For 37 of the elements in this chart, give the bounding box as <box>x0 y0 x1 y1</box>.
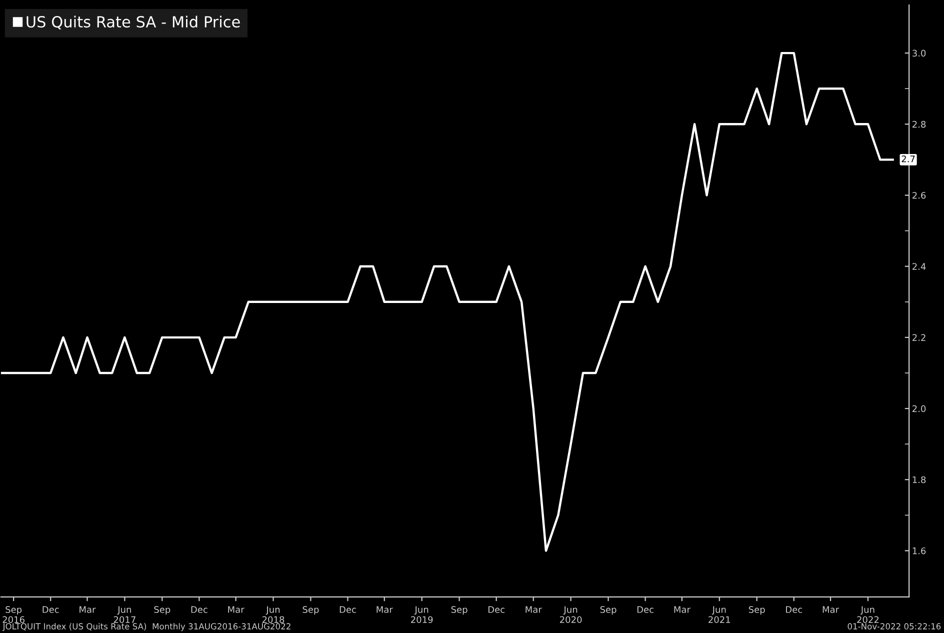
x-tick-label: Sep <box>600 606 616 615</box>
x-tick-label: Mar <box>822 606 840 613</box>
x-tick-label: Jun 2020 <box>560 606 582 624</box>
y-tick-label: 2.2 <box>912 334 926 341</box>
x-tick-label: Mar <box>376 606 393 613</box>
x-tick-label: Sep 2016 <box>2 606 24 624</box>
y-tick-label: 1.8 <box>912 476 926 484</box>
x-tick-label: Sep <box>748 606 765 615</box>
x-tick-label: Jun 2018 <box>262 606 284 624</box>
y-tick-label: 3.0 <box>912 50 926 57</box>
x-tick-label: Mar <box>674 606 690 613</box>
y-tick-label: 2.8 <box>912 120 926 128</box>
x-tick-label: Sep <box>154 606 170 615</box>
line-series <box>0 52 894 552</box>
y-tick-label: 2.0 <box>912 405 926 412</box>
x-tick-label: Dec <box>340 606 356 613</box>
annotation: 2.7 <box>902 155 915 162</box>
x-tick-label: Mar <box>228 606 244 613</box>
text: 01-Nov-2022 05:22:16 <box>848 623 941 630</box>
x-tick-label: Dec <box>488 606 504 613</box>
x-tick-label: Mar <box>80 606 96 613</box>
x-tick-label: Jun 2021 <box>708 606 730 624</box>
y-tick-label: 2.6 <box>912 192 926 199</box>
x-tick-label: Sep <box>302 606 319 615</box>
y-tick-label: 1.6 <box>912 547 926 554</box>
x-tick-label: Dec <box>786 606 802 613</box>
y-tick-label: 2.4 <box>912 263 926 270</box>
x-tick-label: Sep <box>451 606 468 615</box>
text: JOLTQUIT Index (US Quits Rate SA) Monthly 31AUG2016-31AUG2022 <box>2 623 290 632</box>
x-tick-label: Jun 2019 <box>411 606 433 624</box>
legend-label: US Quits Rate SA - Mid Price <box>26 16 240 30</box>
x-tick-label: Jun 2017 <box>114 606 136 624</box>
x-tick-label: Dec <box>191 606 208 613</box>
x-tick-label: Dec <box>42 606 59 613</box>
x-tick-label: Dec <box>637 606 654 613</box>
x-tick-label: Jun 2022 <box>857 606 879 624</box>
x-tick-label: Mar <box>526 606 542 613</box>
